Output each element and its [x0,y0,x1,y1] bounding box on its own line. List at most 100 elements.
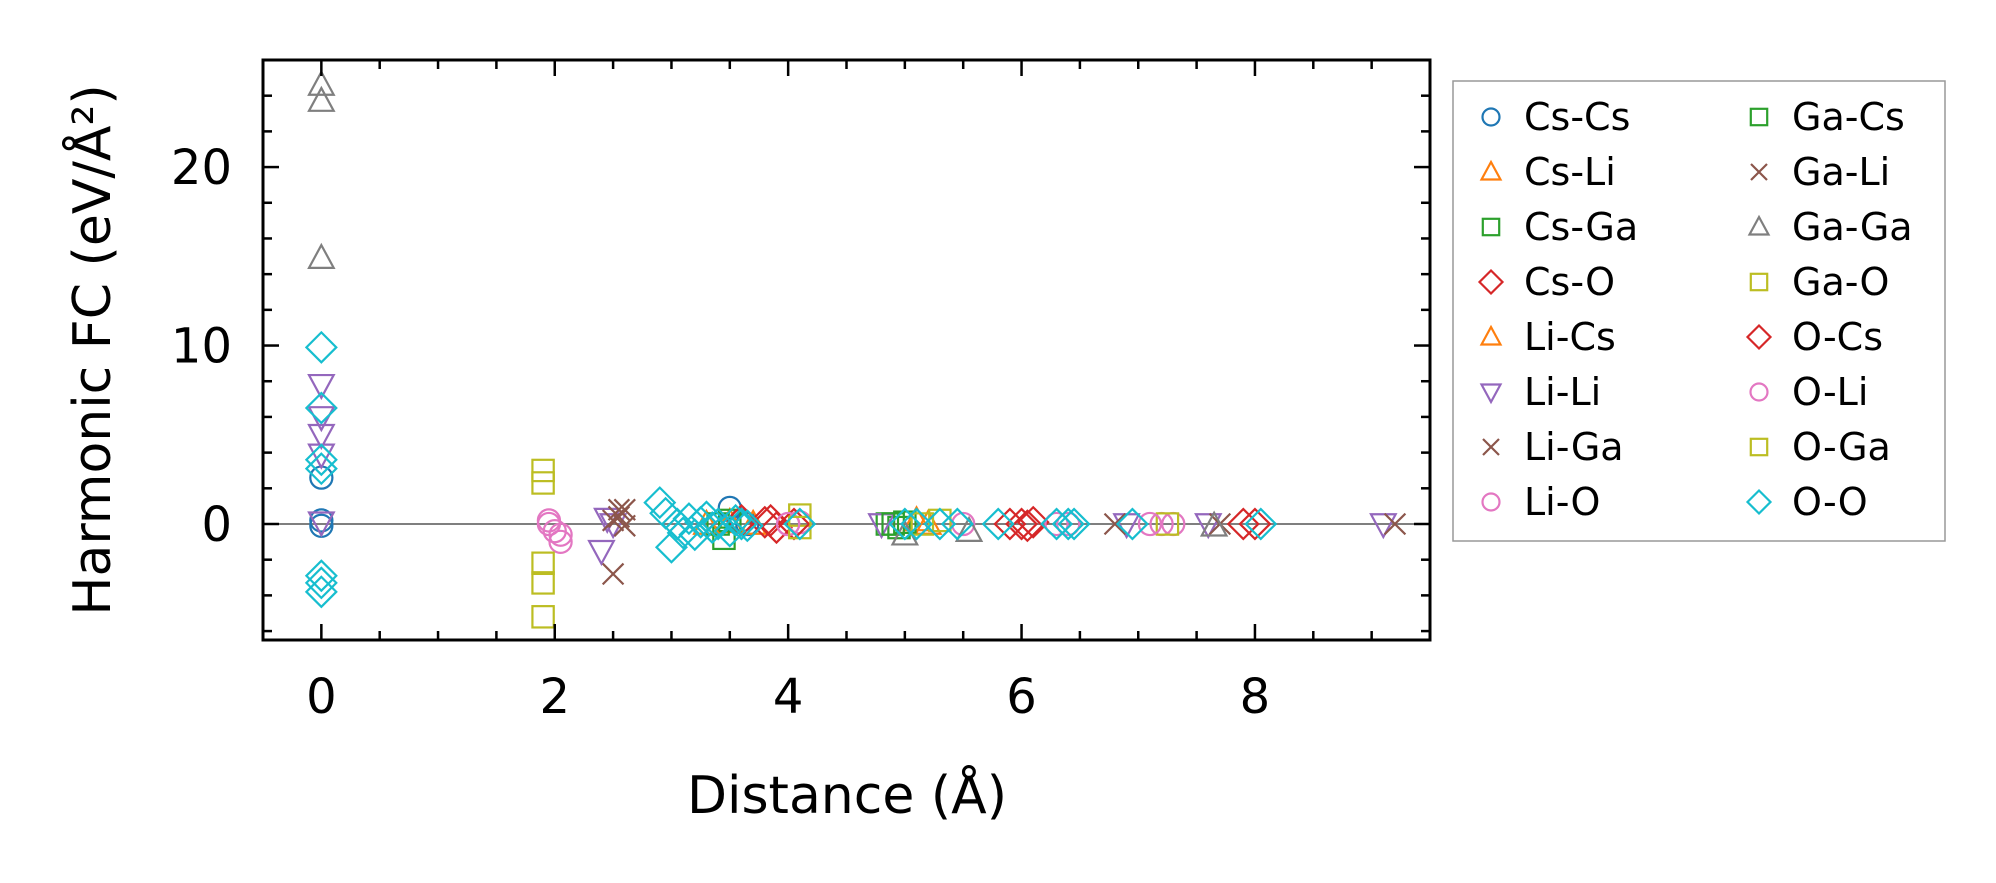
legend-item: Li-Li [1479,370,1601,414]
y-tick-label: 10 [171,319,232,375]
data-point [1016,505,1050,539]
legend-marker [1747,214,1771,236]
data-point [531,571,555,595]
legend-label: Li-Cs [1524,315,1616,359]
legend-item: Cs-Li [1479,150,1616,194]
data-point [548,522,573,547]
legend-marker [1481,107,1501,127]
data-point [1369,513,1398,540]
legend-marker [1749,437,1769,457]
series-o-cs [754,503,1272,543]
data-point [940,507,974,541]
data-point [1226,507,1260,541]
data-point [887,515,911,540]
legend-item: Li-O [1481,480,1600,524]
data-point [531,471,555,495]
legend-label: Li-Li [1524,370,1601,414]
series-ga-ga [307,69,1229,546]
legend-item: Ga-Cs [1749,95,1905,139]
legend-label: O-Ga [1792,425,1891,469]
data-point [307,406,336,433]
legend-label: Ga-Ga [1792,205,1913,249]
data-point [893,510,917,534]
legend-item: O-Cs [1745,315,1883,359]
data-point [923,507,957,541]
legend-label: Li-Ga [1524,425,1624,469]
x-axis-title: Distance (Å) [687,764,1007,826]
legend-label: Cs-O [1524,260,1615,304]
data-point [1115,507,1149,541]
data-point [607,498,631,521]
data-point [531,551,555,576]
data-point [672,502,706,536]
legend-marker [1477,268,1505,296]
data-point [730,509,764,543]
legend-label: Cs-Cs [1524,95,1630,139]
data-point [783,507,817,541]
data-point [1051,507,1085,541]
data-point [954,515,984,542]
legend-marker [1745,323,1773,351]
data-point [724,507,758,541]
legend-marker [1482,438,1500,456]
legend-marker [1481,217,1501,237]
legend-item: Ga-Li [1750,150,1890,194]
legend-marker [1479,159,1503,181]
x-tick-label: 8 [1240,669,1271,725]
data-point [1137,511,1163,537]
legend-item: Ga-O [1749,260,1889,304]
legend-marker [1749,107,1769,127]
data-point [951,511,976,537]
legend-marker [1481,492,1501,512]
series-ga-o [531,458,1180,629]
legend: Cs-Cs Cs-Li Cs-Ga Cs-O Li-Cs Li-Li Li-Ga Li-O Ga… [1452,80,1946,542]
data-point [1010,509,1044,543]
data-point [1238,507,1272,541]
data-point [1155,512,1180,536]
legend-marker [1750,163,1768,181]
data-point [1056,511,1081,537]
data-point [307,373,336,401]
data-point [309,465,334,490]
data-point [307,511,336,538]
data-point [531,605,555,629]
legend-frame [1452,80,1946,542]
data-point [643,486,677,520]
legend-item: O-O [1745,480,1868,524]
legend-label: Cs-Ga [1524,205,1638,249]
data-point [304,559,338,593]
legend-label: O-O [1792,480,1868,524]
data-point [1005,507,1039,541]
data-point [307,242,336,269]
legend-item: Li-Ga [1482,425,1624,469]
x-tick-label: 6 [1006,669,1037,725]
legend-marker [1479,324,1503,346]
legend-marker [1479,383,1503,405]
data-point [660,507,694,541]
data-point [713,514,747,548]
data-point [1040,507,1074,541]
data-point [601,509,625,532]
legend-label: Ga-Li [1792,150,1890,194]
series-li-li [307,373,1398,567]
legend-item: Cs-O [1477,260,1615,304]
data-point [309,508,334,533]
x-tick-label: 0 [306,669,337,725]
data-point [307,85,336,112]
series-ga-li [607,498,1407,537]
data-point [304,330,338,364]
x-tick-label: 2 [539,669,570,725]
data-point [587,539,616,567]
data-point [304,575,338,609]
data-point [888,507,922,541]
x-tick-label: 4 [773,669,804,725]
data-point [654,530,688,564]
legend-item: Cs-Ga [1481,205,1638,249]
data-point [1044,511,1069,537]
data-point [1244,507,1278,541]
data-point [719,503,753,537]
data-point [304,391,338,425]
y-axis-title: Harmonic FC (eV/Å²) [61,84,123,615]
data-point [900,507,934,541]
data-point [1194,513,1223,540]
